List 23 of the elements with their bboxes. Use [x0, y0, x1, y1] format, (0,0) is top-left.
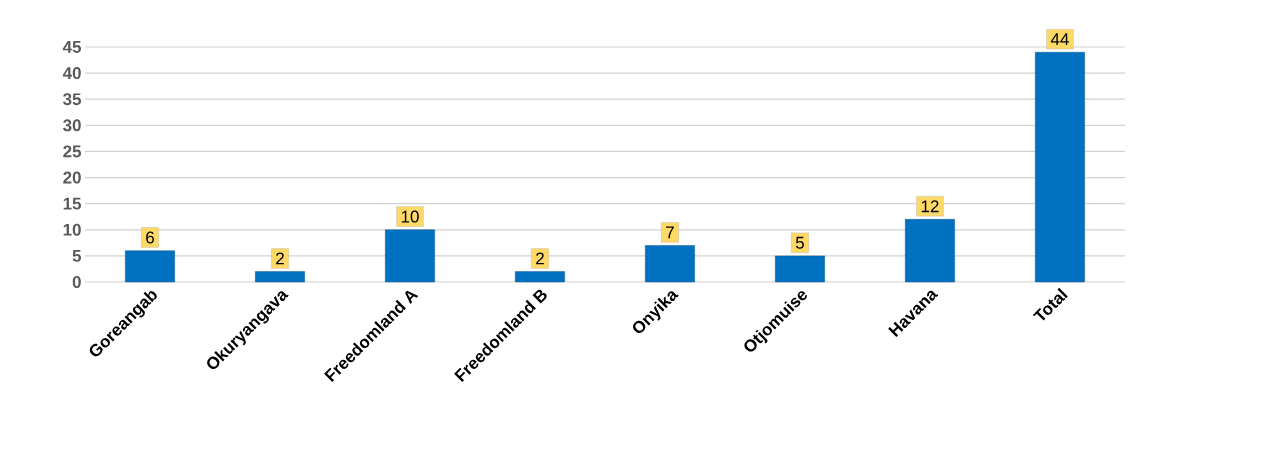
y-tick-label: 30	[63, 119, 81, 132]
bar	[645, 245, 695, 283]
data-label: 44	[1050, 33, 1069, 46]
bar	[125, 250, 175, 283]
y-tick-label: 40	[62, 67, 81, 80]
y-tick-label: 10	[63, 223, 81, 236]
data-label: 6	[146, 231, 154, 244]
data-label: 2	[536, 252, 544, 265]
y-tick-label: 0	[72, 276, 81, 288]
bar	[775, 255, 825, 283]
y-tick-label: 35	[63, 93, 82, 106]
data-label: 7	[666, 226, 674, 239]
y-tick-label: 45	[62, 41, 82, 53]
y-tick-label: 15	[63, 197, 82, 210]
bar	[255, 271, 305, 283]
bar	[515, 271, 565, 283]
data-label: 10	[401, 210, 419, 223]
data-label: 5	[795, 236, 804, 249]
y-tick-label: 25	[63, 145, 82, 158]
y-tick-label: 5	[72, 249, 82, 262]
data-label: 12	[921, 200, 939, 213]
data-label: 2	[276, 252, 284, 265]
y-tick-label: 20	[63, 171, 81, 184]
